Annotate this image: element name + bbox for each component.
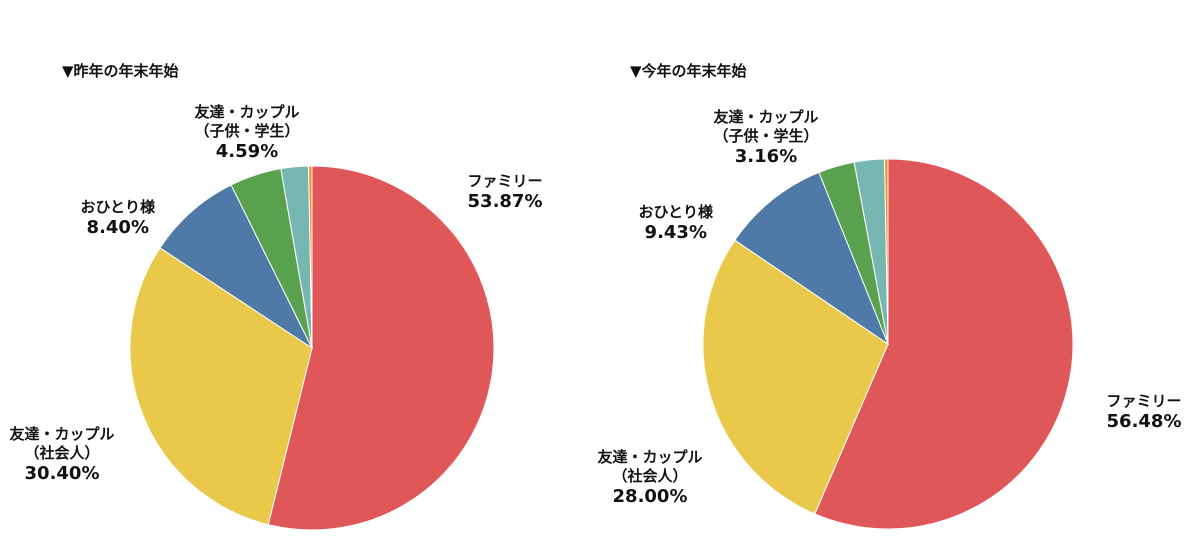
slice-percent-label: 3.16% (734, 145, 798, 167)
slice-category-label: （子供・学生） (194, 121, 300, 140)
pie-svg (702, 158, 1074, 530)
pie-chart-last-year: ▼昨年の年末年始 ファミリー 53.87% 友達・カップル （社会人） 30.40% おひ… (10, 62, 543, 531)
pie-slice-family (814, 158, 1074, 530)
chart-title: ▼昨年の年末年始 (62, 62, 179, 80)
slice-percent-label: 4.59% (215, 140, 279, 162)
slice-category-label: おひとり様 (638, 203, 714, 221)
slice-label-students: 友達・カップル （子供・学生） 4.59% (195, 103, 300, 163)
slice-percent-label: 9.43% (644, 221, 707, 243)
pie-slice-solo (734, 171, 890, 346)
slice-category-label: （社会人） (612, 466, 688, 485)
slice-label-working-adults: 友達・カップル （社会人） 28.00% (598, 448, 703, 508)
slice-percent-label: 56.48% (1106, 410, 1182, 432)
pie-slice-family (267, 165, 495, 531)
pie-slice-working-adults (129, 247, 313, 526)
slice-category-label: 友達・カップル (713, 108, 819, 126)
slice-category-label: おひとり様 (80, 198, 156, 216)
slice-label-working-adults: 友達・カップル （社会人） 30.40% (10, 425, 115, 485)
pie-chart-this-year: ▼今年の年末年始 ファミリー 56.48% 友達・カップル （社会人） 28.00% おひ… (598, 0, 1196, 539)
slice-percent-label: 53.87% (467, 190, 543, 212)
slice-category-label: 友達・カップル (597, 448, 703, 466)
slice-label-solo: おひとり様 8.40% (81, 198, 156, 239)
pie-slice-other-orange (884, 158, 889, 345)
slice-percent-label: 30.40% (24, 462, 100, 484)
slice-category-label: 友達・カップル (9, 425, 115, 443)
slice-percent-label: 28.00% (612, 485, 688, 507)
chart-title: ▼今年の年末年始 (630, 62, 747, 80)
pie-slice-solo (159, 184, 314, 350)
slice-category-label: （子供・学生） (713, 126, 819, 145)
slice-category-label: ファミリー (467, 172, 543, 190)
pie-svg (129, 165, 495, 531)
pie-slice-other-orange (308, 165, 313, 349)
slice-category-label: （社会人） (24, 443, 100, 462)
slice-label-family: ファミリー 56.48% (1107, 392, 1182, 433)
slice-category-label: 友達・カップル (194, 103, 300, 121)
slice-percent-label: 8.40% (86, 216, 149, 238)
slice-label-solo: おひとり様 9.43% (639, 203, 714, 244)
slice-label-family: ファミリー 53.87% (468, 172, 543, 213)
slice-label-students: 友達・カップル （子供・学生） 3.16% (714, 108, 819, 168)
slice-category-label: ファミリー (1106, 392, 1182, 410)
pie-slice-working-adults (702, 239, 889, 515)
